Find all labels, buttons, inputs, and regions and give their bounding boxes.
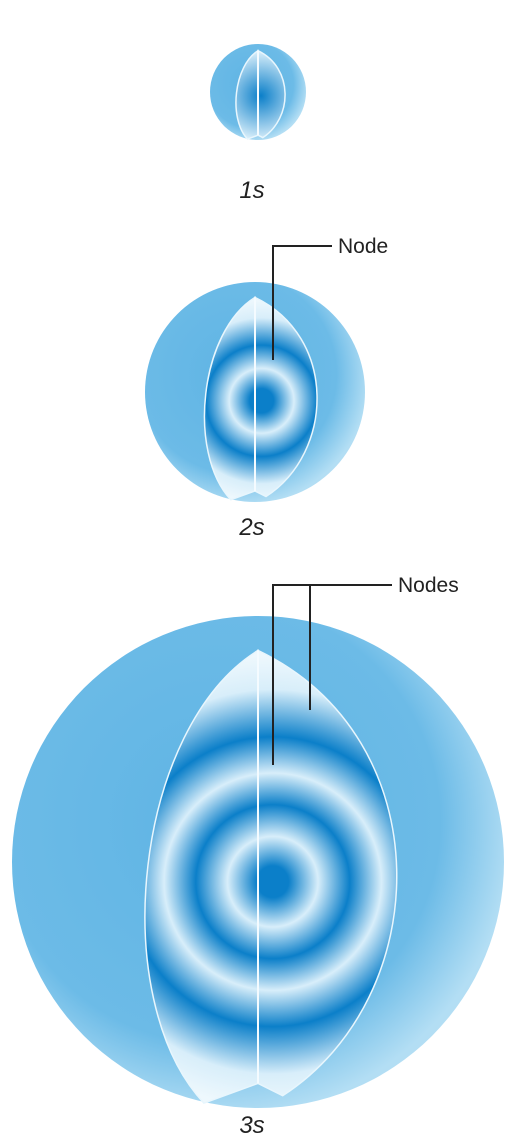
node-label: Node <box>338 235 388 258</box>
cut-face-right <box>257 49 286 139</box>
label-3s: 3s <box>239 1112 264 1139</box>
nodes-leader-inner <box>272 584 392 765</box>
cut-face-right <box>257 649 398 1097</box>
cut-face-right <box>254 296 318 498</box>
node-leader <box>272 245 332 360</box>
nodes-label: Nodes <box>398 574 459 597</box>
spheres <box>12 44 504 1108</box>
leaders <box>272 245 392 765</box>
label-2s: 2s <box>238 514 264 541</box>
cut-face-left <box>235 49 259 140</box>
cut-face-left <box>203 296 256 501</box>
cut-face-left <box>144 649 259 1104</box>
label-1s: 1s <box>239 177 264 204</box>
